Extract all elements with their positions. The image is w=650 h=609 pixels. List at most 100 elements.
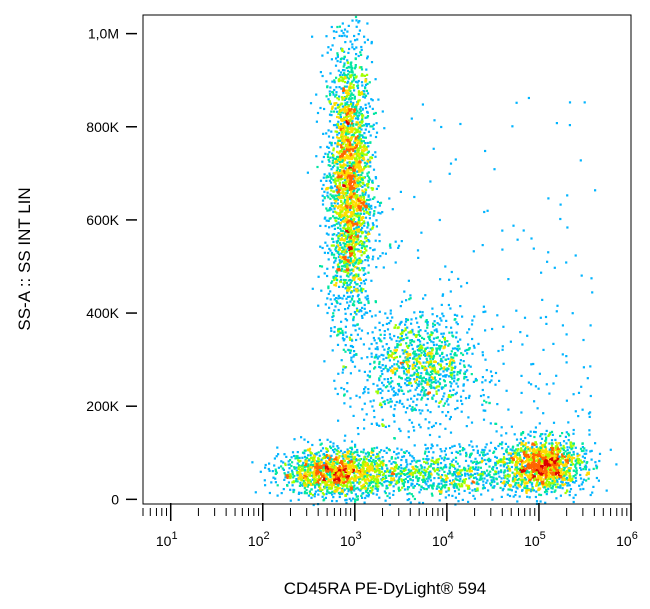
event-dot	[353, 230, 356, 233]
event-dot	[424, 381, 427, 384]
event-dot	[367, 198, 370, 202]
event-dot	[347, 24, 350, 27]
event-dot	[351, 103, 355, 106]
event-dot	[349, 183, 352, 186]
event-dot	[307, 454, 310, 457]
event-dot	[408, 353, 411, 356]
event-dot	[362, 463, 365, 466]
event-dot	[400, 389, 403, 392]
event-dot	[404, 320, 408, 323]
event-dot	[360, 66, 363, 69]
event-dot	[450, 371, 453, 374]
event-dot	[333, 464, 336, 467]
event-dot	[369, 125, 372, 128]
event-dot	[354, 212, 357, 215]
event-dot	[357, 188, 361, 191]
event-dot	[327, 233, 330, 236]
event-dot	[350, 226, 353, 229]
event-dot	[329, 440, 332, 443]
event-dot	[334, 465, 337, 468]
event-dot	[375, 187, 378, 190]
event-dot	[396, 345, 399, 348]
event-dot	[395, 339, 398, 343]
event-dot	[357, 149, 361, 152]
event-dot	[381, 345, 384, 348]
event-dot	[432, 343, 436, 347]
event-dot	[364, 142, 367, 145]
event-dot	[368, 81, 371, 84]
event-dot	[364, 496, 367, 500]
event-dot	[338, 116, 341, 120]
event-dot	[362, 176, 366, 179]
event-dot	[353, 365, 357, 368]
event-dot	[366, 110, 369, 113]
event-dot	[268, 462, 271, 465]
event-dot	[369, 463, 372, 466]
event-dot	[342, 484, 346, 487]
event-dot	[377, 98, 380, 101]
event-dot	[349, 349, 353, 352]
event-dot	[428, 363, 431, 366]
event-dot	[458, 347, 461, 350]
event-dot	[343, 260, 346, 263]
event-dot	[341, 98, 344, 101]
event-dot	[355, 123, 358, 126]
event-dot	[311, 456, 314, 459]
event-dot	[304, 485, 307, 488]
event-dot	[391, 388, 394, 391]
event-dot	[445, 414, 448, 417]
event-dot	[323, 173, 326, 176]
event-dot	[408, 382, 411, 385]
event-dot	[345, 227, 348, 230]
event-dot	[421, 336, 424, 339]
event-dot	[382, 358, 385, 361]
event-dot	[567, 482, 570, 485]
event-dot	[435, 343, 438, 346]
event-dot	[346, 125, 349, 128]
event-dot	[343, 283, 346, 286]
event-dot	[338, 185, 341, 188]
event-dot	[334, 305, 337, 308]
event-dot	[381, 456, 384, 459]
event-dot	[411, 367, 414, 371]
event-dot	[336, 155, 339, 158]
event-dot	[317, 489, 320, 492]
event-dot	[336, 271, 339, 274]
event-dot	[344, 207, 347, 210]
event-dot	[343, 184, 346, 188]
event-dot	[340, 157, 343, 160]
event-dot	[433, 320, 436, 323]
event-dot	[344, 265, 347, 268]
event-dot	[392, 485, 395, 488]
event-dot	[405, 299, 408, 302]
event-dot	[348, 176, 352, 179]
event-dot	[315, 481, 318, 484]
event-dot	[345, 118, 348, 121]
event-dot	[337, 237, 340, 240]
event-dot	[319, 71, 322, 74]
event-dot	[339, 302, 342, 305]
event-dot	[318, 488, 321, 492]
event-dot	[485, 401, 488, 404]
event-dot	[360, 458, 363, 461]
event-dot	[360, 142, 363, 145]
event-dot	[351, 215, 354, 218]
event-dot	[363, 307, 366, 310]
event-dot	[441, 312, 444, 315]
event-dot	[353, 161, 356, 164]
event-dot	[326, 194, 329, 197]
event-dot	[305, 473, 308, 476]
event-dot	[372, 197, 375, 200]
event-dot	[380, 404, 383, 407]
event-dot	[348, 149, 351, 152]
event-dot	[362, 343, 365, 346]
event-dot	[350, 193, 353, 196]
event-dot	[418, 347, 421, 350]
event-dot	[337, 120, 340, 123]
event-dot	[330, 491, 333, 495]
event-dot	[280, 492, 283, 495]
event-dot	[398, 384, 401, 387]
event-dot	[351, 67, 354, 70]
event-dot	[352, 252, 355, 255]
event-dot	[379, 333, 382, 336]
